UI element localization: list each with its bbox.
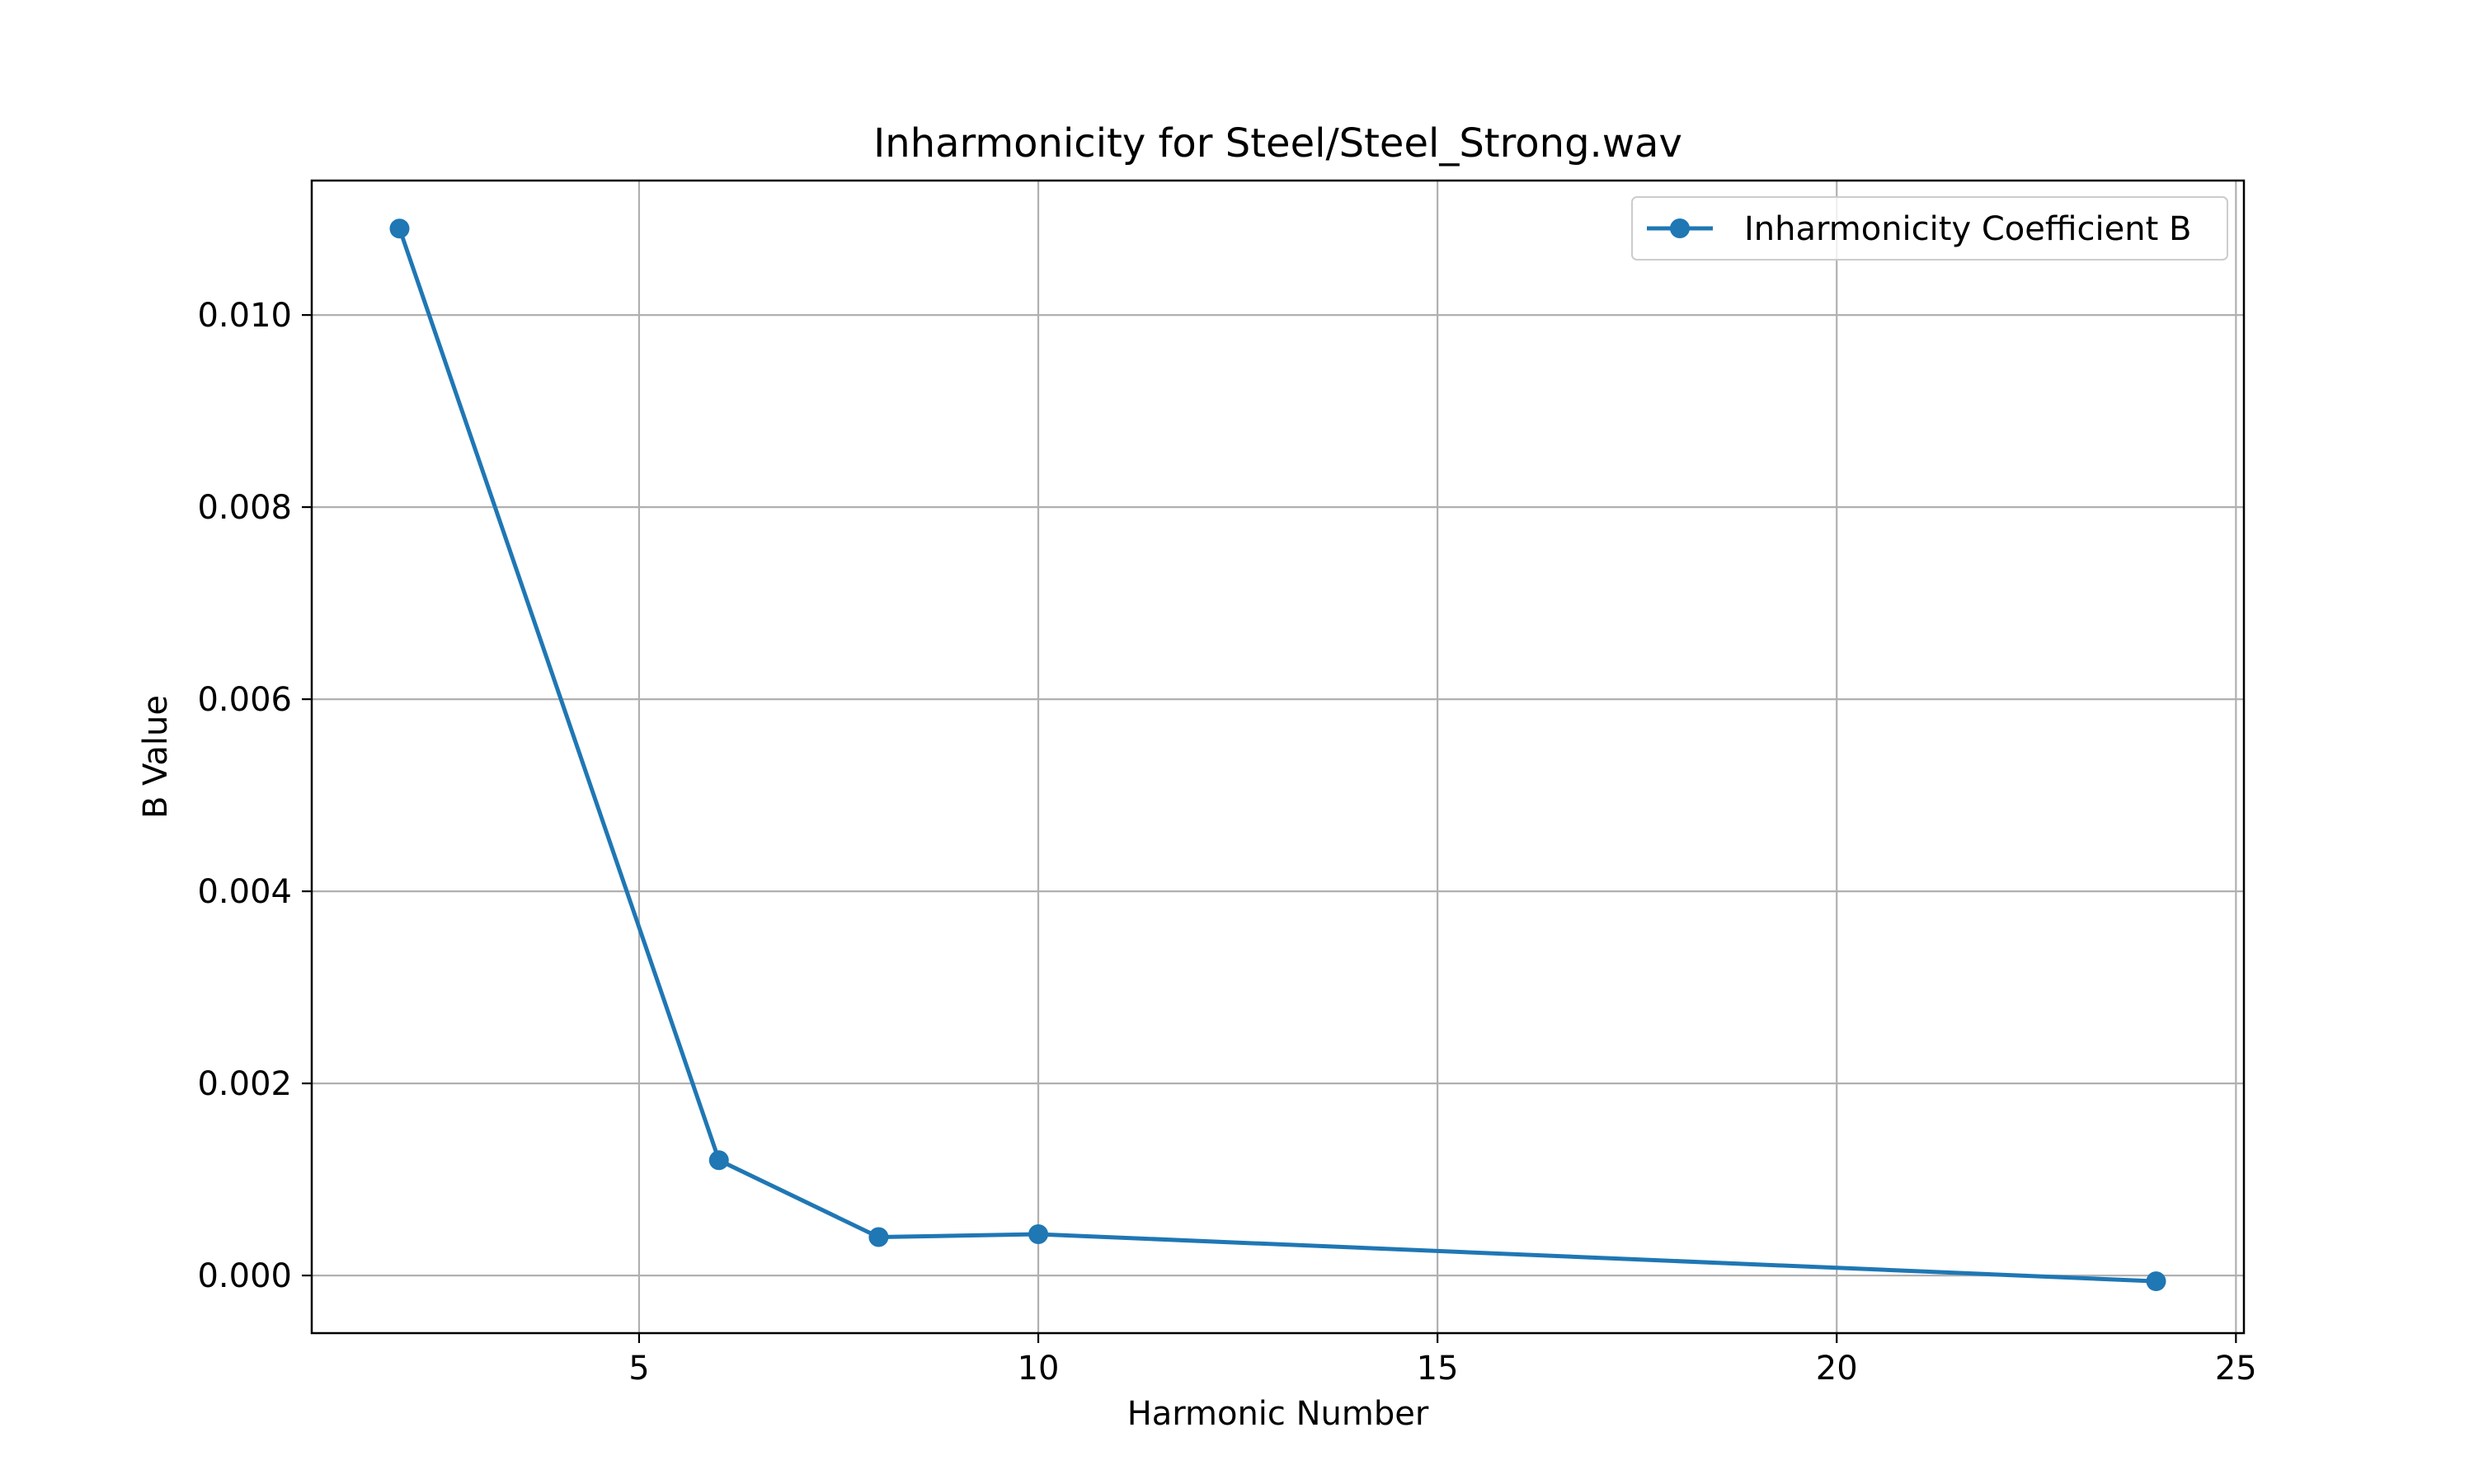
y-tick-label: 0.004	[197, 873, 292, 911]
x-tick-label: 25	[2215, 1350, 2257, 1388]
legend: Inharmonicity Coefficient B	[1631, 196, 2228, 261]
legend-label: Inharmonicity Coefficient B	[1744, 210, 2191, 248]
chart-title: Inharmonicity for Steel/Steel_Strong.wav	[873, 120, 1682, 167]
data-point	[868, 1227, 889, 1247]
y-axis-title: B Value	[137, 695, 175, 819]
x-tick-label: 10	[1018, 1350, 1060, 1388]
data-point	[1028, 1224, 1049, 1245]
series-layer	[389, 218, 2166, 1292]
ticks: 5 10 15 20 25 0.000 0.002 0.004 0.006 0.008 0.010	[197, 297, 2256, 1388]
data-point	[389, 218, 410, 239]
legend-box	[1631, 196, 2228, 261]
legend-marker-swatch	[1670, 218, 1690, 238]
x-tick-label: 5	[628, 1350, 649, 1388]
y-tick-label: 0.008	[197, 489, 292, 527]
y-tick-label: 0.000	[197, 1257, 292, 1295]
grid	[312, 181, 2244, 1333]
x-tick-label: 15	[1417, 1350, 1459, 1388]
y-tick-label: 0.006	[197, 681, 292, 719]
x-tick-label: 20	[1816, 1350, 1858, 1388]
data-point	[708, 1150, 729, 1171]
x-axis-title: Harmonic Number	[1127, 1395, 1429, 1433]
y-tick-label: 0.002	[197, 1065, 292, 1103]
data-point	[2146, 1271, 2166, 1292]
y-tick-label: 0.010	[197, 297, 292, 335]
plot-area-frame	[310, 179, 2246, 1335]
